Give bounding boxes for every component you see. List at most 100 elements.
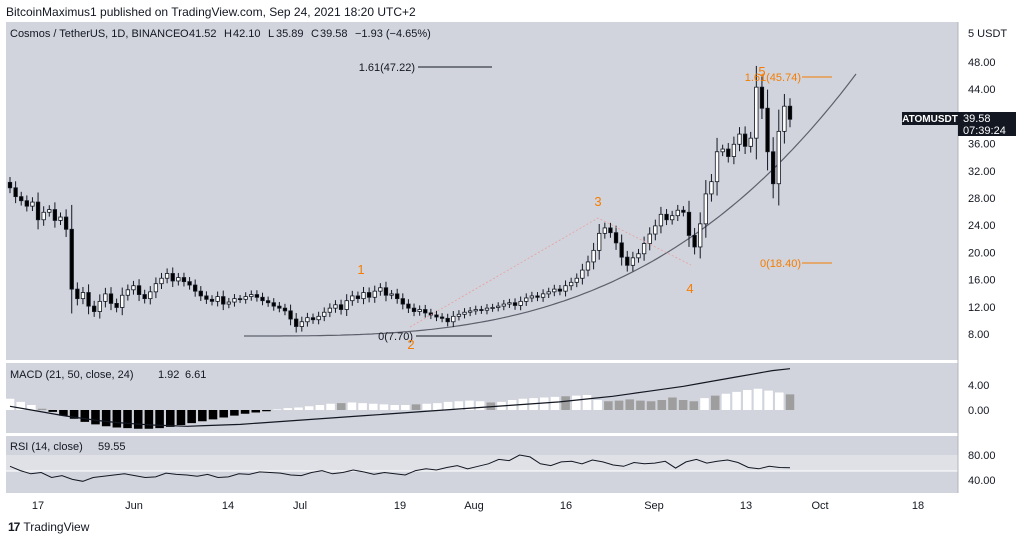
rsi-tick-40: 40.00	[968, 475, 996, 487]
candle-body	[120, 294, 125, 308]
candle-body	[114, 302, 119, 308]
candle-body	[406, 303, 411, 309]
candle-body	[294, 318, 299, 327]
candle-body	[400, 298, 405, 305]
candle-body	[580, 269, 585, 279]
price-pane-bg	[6, 22, 958, 360]
candle-body	[30, 201, 35, 207]
chart-area[interactable]: Cosmos / TetherUS, 1D, BINANCE O 41.52 H…	[5, 22, 1018, 518]
candle-body	[159, 277, 164, 285]
candle-body	[653, 225, 658, 235]
macd-bar	[721, 393, 731, 410]
macd-bar	[753, 388, 763, 410]
countdown: 07:39:24	[963, 125, 1006, 137]
macd-bar	[454, 401, 464, 410]
candle-body	[75, 288, 80, 300]
candle-body	[670, 215, 675, 221]
candle-body	[378, 287, 383, 292]
candle-body	[86, 292, 91, 307]
candle-body	[636, 253, 641, 259]
candle-body	[327, 307, 332, 313]
candle-body	[411, 307, 417, 312]
candle-body	[434, 314, 439, 318]
candle-body	[47, 209, 52, 213]
macd-bar	[700, 398, 709, 410]
price-tick-label: 20.00	[968, 247, 996, 259]
price-tick-label: 48.00	[968, 57, 996, 69]
price-box	[958, 112, 1016, 136]
price-tick-label: 8.00	[968, 329, 989, 341]
time-tick-label: 19	[394, 500, 406, 512]
candle-body	[681, 209, 686, 213]
curve-path	[244, 73, 857, 337]
candle-body	[52, 209, 58, 221]
time-axis: 17 Jun 14 Jul 19 Aug 16 Sep 13 Oct 18	[32, 500, 924, 512]
candle-body	[445, 317, 450, 323]
candle-body	[507, 302, 512, 305]
macd-bar	[550, 396, 560, 410]
macd-bar	[27, 405, 36, 410]
candle-body	[512, 302, 518, 306]
candle-body	[136, 285, 142, 295]
candle-body	[569, 281, 574, 287]
ohlc-low-label: L	[268, 28, 274, 40]
time-tick-label: 14	[222, 500, 234, 512]
candle-body	[366, 292, 372, 298]
candle-body	[479, 309, 484, 311]
candle-body	[322, 311, 327, 317]
macd-bar	[646, 401, 656, 410]
candle-body	[181, 277, 187, 283]
macd-bar	[369, 403, 378, 410]
candle-body	[193, 284, 198, 292]
chart-svg[interactable]: Cosmos / TetherUS, 1D, BINANCE O 41.52 H…	[5, 22, 1018, 518]
fib-left-top-label: 1.61(47.22)	[359, 62, 415, 74]
candle-body	[692, 234, 697, 248]
ohlc-high-label: H	[224, 28, 232, 40]
candle-body	[703, 193, 708, 225]
macd-bar	[433, 403, 442, 410]
candle-body	[265, 300, 271, 304]
macd-bar	[69, 410, 79, 419]
fib-left-bottom-label: 0(7.70)	[378, 331, 413, 343]
candle-body	[249, 294, 254, 297]
time-tick-label: 17	[32, 500, 44, 512]
macd-bar	[764, 390, 773, 410]
macd-tick-4: 4.00	[968, 380, 989, 392]
rsi-label: RSI (14, close)	[10, 441, 83, 453]
candle-body	[80, 292, 86, 300]
candle-body	[243, 296, 248, 300]
macd-value-2: 6.61	[185, 369, 206, 381]
macd-label: MACD (21, 50, close, 24)	[10, 369, 134, 381]
macd-bar	[732, 391, 741, 410]
candle-body	[277, 305, 282, 309]
rsi-tick-80: 80.00	[968, 450, 996, 462]
wave-label-2: 2	[407, 337, 414, 352]
macd-bar	[304, 406, 314, 410]
candle-body	[726, 148, 731, 157]
macd-bar	[678, 400, 688, 410]
macd-bar	[710, 395, 720, 410]
candle-body	[97, 300, 102, 312]
macd-histogram	[5, 388, 795, 429]
candle-body	[232, 298, 237, 303]
current-price: 39.58	[963, 113, 991, 125]
candle-body	[423, 309, 428, 314]
candle-body	[529, 295, 535, 299]
candle-body	[451, 315, 456, 323]
candle-body	[395, 293, 400, 300]
macd-bar	[625, 399, 634, 410]
candle-body	[355, 295, 361, 300]
candles	[7, 65, 793, 333]
candle-body	[439, 316, 445, 319]
price-tick-label: 32.00	[968, 166, 996, 178]
candle-body	[462, 311, 467, 315]
candle-body	[759, 86, 765, 109]
candle-body	[552, 288, 557, 293]
fib-right-top-label: 1.61(45.74)	[745, 72, 801, 84]
candle-body	[664, 213, 669, 221]
candle-body	[372, 290, 377, 298]
wave-label-1: 1	[357, 262, 364, 277]
macd-bar	[422, 403, 431, 410]
candle-body	[148, 291, 153, 300]
macd-bar	[347, 402, 357, 410]
